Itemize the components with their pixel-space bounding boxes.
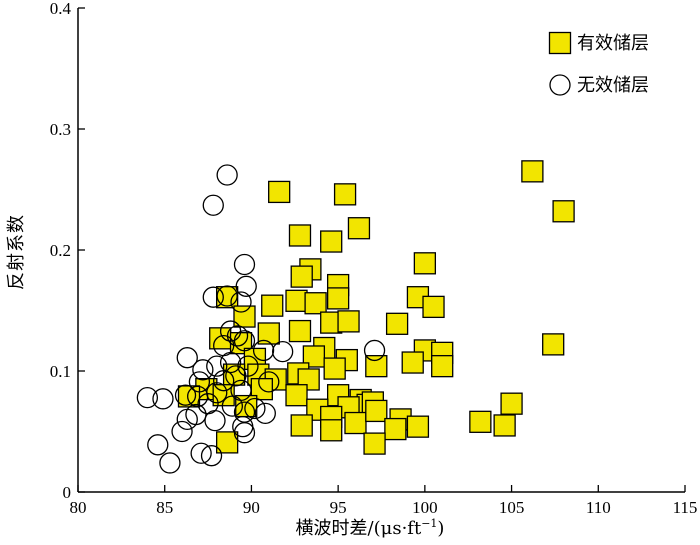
y-tick-label: 0.4 <box>50 0 72 18</box>
effective-reservoir-point <box>365 355 388 378</box>
effective-reservoir-point <box>323 357 346 380</box>
effective-reservoir-point <box>521 160 544 183</box>
ineffective-reservoir-point <box>233 330 256 352</box>
plot-area <box>136 160 575 474</box>
ineffective-reservoir-point <box>233 253 256 276</box>
ineffective-reservoir-point <box>176 347 198 369</box>
ineffective-reservoir-point <box>252 339 275 362</box>
effective-reservoir-point <box>401 351 424 374</box>
legend-circle-marker <box>549 74 571 96</box>
ineffective-reservoir-point <box>136 386 159 409</box>
effective-reservoir-point <box>302 345 326 368</box>
effective-reservoir-point <box>320 230 343 253</box>
ineffective-reservoir-point <box>216 164 238 186</box>
x-tick-label: 95 <box>330 498 347 517</box>
y-axis-title: 反射系数 <box>6 214 27 290</box>
effective-reservoir-point <box>384 417 407 441</box>
legend-label-ineffective: 无效储层 <box>577 75 649 96</box>
effective-reservoir-point <box>326 287 350 310</box>
effective-reservoir-point <box>290 265 313 288</box>
ineffective-reservoir-point <box>192 359 214 381</box>
ineffective-reservoir-point <box>244 397 266 420</box>
x-tick-label: 85 <box>156 498 173 517</box>
y-tick-label: 0.2 <box>50 241 71 260</box>
legend-square-marker <box>548 31 572 55</box>
legend-label-effective: 有效储层 <box>577 33 649 54</box>
x-tick-label: 80 <box>70 498 87 517</box>
axes: 80 85 90 95 100 105 110 115 0 0.1 0.2 0.3 0.4 <box>50 0 698 517</box>
effective-reservoir-point <box>385 312 409 335</box>
effective-reservoir-point <box>363 432 386 455</box>
effective-reservoir-point <box>365 399 388 423</box>
x-tick-label: 100 <box>412 498 438 517</box>
ineffective-reservoir-point <box>174 384 197 406</box>
effective-reservoir-point <box>285 289 308 312</box>
y-tick-label: 0.3 <box>50 120 71 139</box>
x-tick-label: 105 <box>499 498 525 517</box>
ineffective-reservoir-point <box>200 445 223 467</box>
ineffective-reservoir-point <box>363 339 386 362</box>
ineffective-reservoir-point <box>204 409 226 432</box>
effective-reservoir-point <box>215 431 239 454</box>
x-axis-title: 横波时差/(μs·ft−1) <box>296 517 445 539</box>
effective-reservoir-point <box>552 200 575 223</box>
effective-reservoir-point <box>304 292 327 315</box>
effective-reservoir-point <box>493 414 516 437</box>
effective-reservoir-point <box>261 294 284 317</box>
ineffective-reservoir-point <box>147 434 169 456</box>
ineffective-reservoir-point <box>219 351 242 374</box>
effective-reservoir-point <box>337 310 360 333</box>
effective-reservoir-point <box>500 392 523 415</box>
ineffective-reservoir-point <box>230 291 252 313</box>
effective-reservoir-point <box>469 410 492 433</box>
effective-reservoir-point <box>333 183 357 206</box>
ineffective-reservoir-point <box>271 340 294 363</box>
ineffective-reservoir-point <box>235 275 257 297</box>
effective-reservoir-point <box>431 355 454 378</box>
effective-reservoir-point <box>542 333 565 356</box>
effective-reservoir-point <box>344 411 367 435</box>
effective-reservoir-point <box>288 224 312 247</box>
ineffective-reservoir-point <box>159 452 181 474</box>
ineffective-reservoir-point <box>216 285 238 307</box>
effective-reservoir-point <box>406 415 430 438</box>
y-tick-label: 0.1 <box>50 362 71 381</box>
x-tick-label: 90 <box>243 498 260 517</box>
x-tick-label: 110 <box>586 498 611 517</box>
ineffective-reservoir-point <box>237 355 259 377</box>
x-tick-label: 115 <box>673 498 698 517</box>
ineffective-reservoir-point <box>258 371 280 393</box>
ineffective-reservoir-point <box>188 371 211 393</box>
effective-reservoir-point <box>257 322 280 345</box>
ineffective-reservoir-point <box>202 286 224 308</box>
ineffective-reservoir-point <box>152 388 174 410</box>
ineffective-reservoir-point <box>187 385 209 408</box>
ineffective-reservoir-point <box>254 402 276 425</box>
y-tick-label: 0 <box>63 483 72 502</box>
ineffective-reservoir-point <box>206 355 228 377</box>
ineffective-reservoir-point <box>233 422 256 444</box>
effective-reservoir-point <box>413 252 437 275</box>
effective-reservoir-point <box>347 217 371 240</box>
ineffective-reservoir-point <box>213 370 235 392</box>
ineffective-reservoir-point <box>171 420 193 443</box>
ineffective-reservoir-point <box>202 194 224 216</box>
effective-reservoir-point <box>422 295 445 319</box>
ineffective-reservoir-point <box>221 395 244 417</box>
ineffective-reservoir-point <box>176 408 198 431</box>
effective-reservoir-point <box>320 419 343 442</box>
effective-reservoir-point <box>288 319 312 343</box>
ineffective-reservoir-point <box>190 442 212 464</box>
effective-reservoir-point <box>268 180 291 204</box>
effective-reservoir-point <box>290 414 313 437</box>
effective-reservoir-point <box>285 384 308 407</box>
